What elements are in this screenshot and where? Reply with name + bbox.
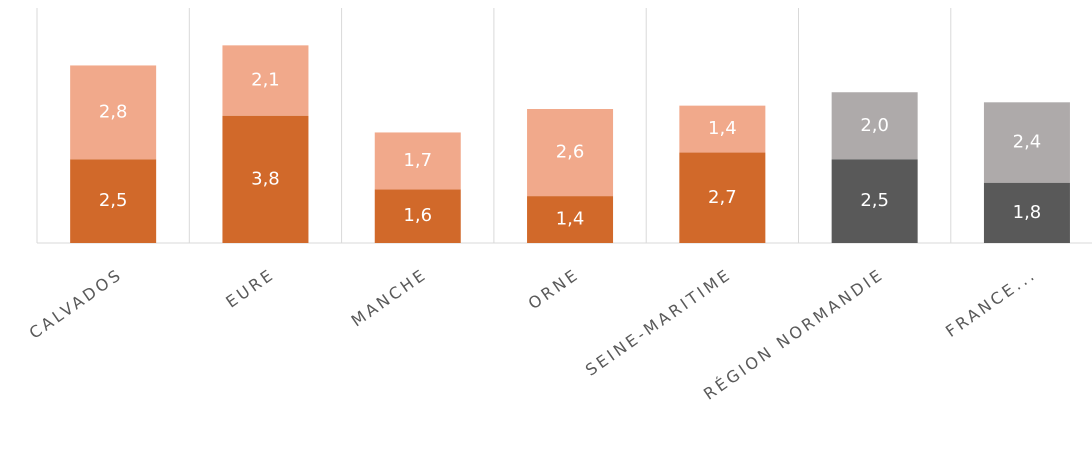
bar-segment <box>222 115 309 243</box>
bar-segment <box>831 92 918 160</box>
data-label: 1,8 <box>1013 202 1042 223</box>
data-label: 1,4 <box>708 118 737 139</box>
data-label: 2,5 <box>860 190 889 211</box>
data-label: 2,1 <box>251 70 280 91</box>
data-label: 3,8 <box>251 168 280 189</box>
data-label: 1,4 <box>556 209 585 230</box>
bar-segment <box>983 182 1070 243</box>
bar-segment <box>374 189 461 243</box>
data-label: 2,4 <box>1013 132 1042 153</box>
data-label: 2,5 <box>99 190 128 211</box>
bar-segment <box>527 196 614 243</box>
bar-segment <box>374 132 461 190</box>
x-tick-label: EURE <box>222 264 278 311</box>
x-tick-label: CALVADOS <box>26 264 126 342</box>
bar-segment <box>679 152 766 243</box>
data-label: 2,6 <box>556 142 585 163</box>
data-label: 1,6 <box>403 205 432 226</box>
x-tick-label: RÉGION NORMANDIE <box>700 264 887 403</box>
bar-segment <box>527 109 614 197</box>
data-label: 1,7 <box>403 150 432 171</box>
bar-segment <box>983 102 1070 183</box>
data-label: 2,0 <box>860 115 889 136</box>
data-label: 2,8 <box>99 101 128 122</box>
x-tick-label: FRANCE... <box>942 264 1040 340</box>
data-label: 2,7 <box>708 187 737 208</box>
bar-segment <box>679 105 766 153</box>
x-tick-label: SEINE-MARITIME <box>582 264 735 379</box>
bar-segment <box>70 65 157 160</box>
bar-segment <box>831 159 918 243</box>
bar-segment <box>70 159 157 243</box>
bar-segment <box>222 45 309 116</box>
x-tick-label: ORNE <box>525 264 583 313</box>
x-tick-label: MANCHE <box>348 264 431 330</box>
